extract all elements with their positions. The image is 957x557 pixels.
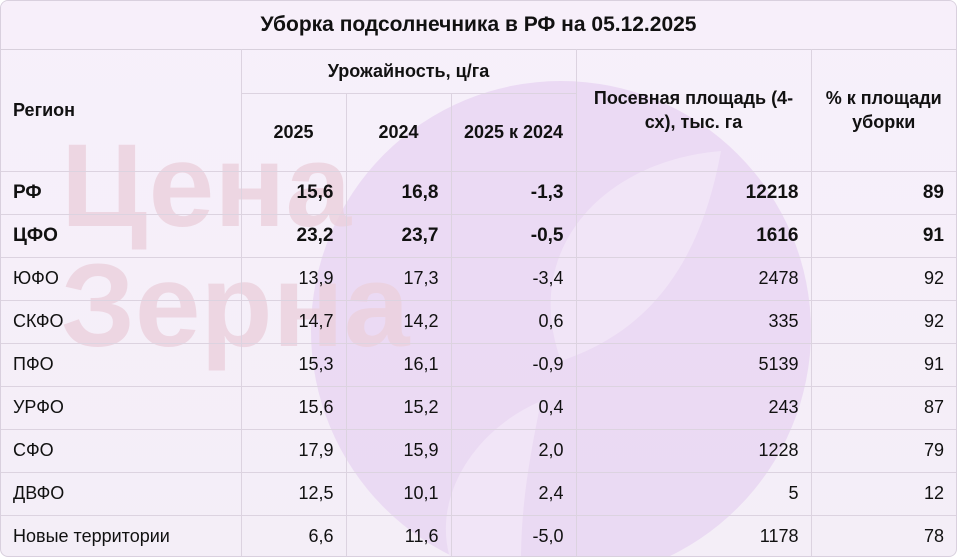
cell-yield-2024: 11,6 [345,514,452,556]
cell-yield-2024: 23,7 [345,213,452,258]
cell-region: УРФО [1,385,242,430]
cell-pct: 87 [810,385,956,430]
cell-yield-2024: 15,2 [345,385,452,430]
cell-diff: 2,4 [450,471,577,516]
cell-area: 5139 [575,342,812,387]
table-row: ЮФО 13,9 17,3 -3,4 2478 92 [1,256,956,301]
cell-area: 12218 [575,171,812,215]
cell-region: ЦФО [1,213,242,258]
table-row: ПФО 15,3 16,1 -0,9 5139 91 [1,342,956,387]
cell-region: Новые территории [1,514,242,556]
table-row: СФО 17,9 15,9 2,0 1228 79 [1,428,956,473]
table-title: Уборка подсолнечника в РФ на 05.12.2025 [1,1,956,50]
header-region: Регион [1,49,242,172]
cell-area: 5 [575,471,812,516]
cell-region: СФО [1,428,242,473]
table-row: УРФО 15,6 15,2 0,4 243 87 [1,385,956,430]
header-yield-group: Урожайность, ц/га [240,49,577,94]
cell-yield-2024: 16,8 [345,171,452,215]
cell-diff: 0,4 [450,385,577,430]
table-row: СКФО 14,7 14,2 0,6 335 92 [1,299,956,344]
cell-area: 243 [575,385,812,430]
cell-area: 1178 [575,514,812,556]
cell-area: 1616 [575,213,812,258]
header-pct: % к площади уборки [810,49,956,172]
cell-pct: 92 [810,299,956,344]
cell-yield-2025: 6,6 [240,514,347,556]
cell-pct: 89 [810,171,956,215]
cell-yield-2025: 15,6 [240,385,347,430]
cell-diff: -3,4 [450,256,577,301]
cell-yield-2025: 15,3 [240,342,347,387]
table-row: ДВФО 12,5 10,1 2,4 5 12 [1,471,956,516]
cell-yield-2024: 15,9 [345,428,452,473]
cell-region: ДВФО [1,471,242,516]
cell-diff: -5,0 [450,514,577,556]
cell-region: РФ [1,171,242,215]
cell-yield-2024: 16,1 [345,342,452,387]
cell-yield-2025: 17,9 [240,428,347,473]
cell-diff: -0,5 [450,213,577,258]
cell-pct: 91 [810,213,956,258]
cell-diff: -0,9 [450,342,577,387]
cell-yield-2025: 15,6 [240,171,347,215]
cell-diff: 0,6 [450,299,577,344]
cell-diff: -1,3 [450,171,577,215]
cell-area: 2478 [575,256,812,301]
cell-yield-2025: 13,9 [240,256,347,301]
cell-yield-2024: 14,2 [345,299,452,344]
cell-yield-2024: 17,3 [345,256,452,301]
table-row: Новые территории 6,6 11,6 -5,0 1178 78 [1,514,956,556]
harvest-table: Регион Урожайность, ц/га Посевная площад… [1,49,956,556]
header-diff: 2025 к 2024 [450,92,576,172]
cell-yield-2025: 14,7 [240,299,347,344]
cell-area: 1228 [575,428,812,473]
cell-yield-2025: 23,2 [240,213,347,258]
cell-region: ПФО [1,342,242,387]
cell-pct: 92 [810,256,956,301]
table-row: РФ 15,6 16,8 -1,3 12218 89 [1,171,956,215]
cell-yield-2024: 10,1 [345,471,452,516]
table-row: ЦФО 23,2 23,7 -0,5 1616 91 [1,213,956,258]
header-2025: 2025 [241,92,347,172]
cell-yield-2025: 12,5 [240,471,347,516]
cell-area: 335 [575,299,812,344]
cell-pct: 91 [810,342,956,387]
header-area: Посевная площадь (4-сх), тыс. га [575,49,812,172]
cell-pct: 78 [810,514,956,556]
header-2024: 2024 [345,92,452,172]
cell-pct: 12 [810,471,956,516]
cell-pct: 79 [810,428,956,473]
cell-region: ЮФО [1,256,242,301]
cell-region: СКФО [1,299,242,344]
cell-diff: 2,0 [450,428,577,473]
